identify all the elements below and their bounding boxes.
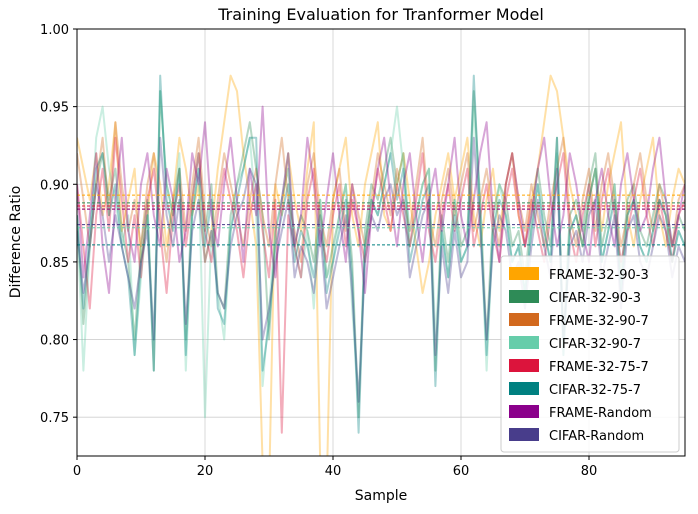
- legend: FRAME-32-90-3 CIFAR-32-90-3 FRAME-32-90-7 C…: [500, 255, 680, 453]
- legend-label: CIFAR-Random: [549, 429, 644, 444]
- legend-label: FRAME-32-75-7: [549, 360, 649, 375]
- series-line-frame-32-90-3: [77, 74, 685, 456]
- series-line-cifar-32-90-3: [77, 90, 685, 419]
- mean-lines: [77, 194, 685, 246]
- legend-swatch: [509, 382, 539, 395]
- series-line-cifar-random: [77, 136, 685, 403]
- legend-swatch: [509, 428, 539, 441]
- y-tick-label: 0.75: [40, 411, 69, 426]
- series-line-frame-random: [77, 105, 685, 294]
- series-line-frame-32-75-7: [77, 136, 685, 434]
- x-tick-label: 60: [453, 464, 470, 479]
- y-tick-label: 0.95: [40, 101, 69, 116]
- x-tick-label: 20: [197, 464, 214, 479]
- series-lines: [77, 74, 685, 456]
- legend-label: CIFAR-32-90-3: [549, 291, 641, 306]
- x-tick-label: 80: [581, 464, 598, 479]
- y-tick-label: 0.80: [40, 334, 69, 349]
- legend-swatch: [509, 336, 539, 349]
- x-axis-label: Sample: [355, 488, 408, 504]
- legend-swatch: [509, 405, 539, 418]
- y-tick-label: 0.90: [40, 178, 69, 193]
- legend-box: [500, 255, 680, 453]
- series-line-cifar-32-90-7: [77, 90, 685, 419]
- x-tick-label: 40: [325, 464, 342, 479]
- legend-swatch: [509, 290, 539, 303]
- y-tick-label: 1.00: [40, 23, 69, 38]
- legend-label: FRAME-32-90-7: [549, 314, 649, 329]
- x-axis: 0 20 40 60 80: [73, 456, 597, 479]
- y-axis-label: Difference Ratio: [8, 186, 24, 299]
- series-line-frame-32-90-7: [77, 121, 685, 263]
- plot-frame: [76, 28, 686, 457]
- legend-label: CIFAR-32-90-7: [549, 337, 641, 352]
- legend-label: FRAME-Random: [549, 406, 652, 421]
- chart-title: Training Evaluation for Tranformer Model: [217, 5, 544, 24]
- y-tick-label: 0.85: [40, 256, 69, 271]
- legend-swatch: [509, 359, 539, 372]
- legend-swatch: [509, 267, 539, 280]
- legend-label: FRAME-32-90-3: [549, 268, 649, 283]
- y-axis: 0.75 0.80 0.85 0.90 0.95 1.00: [40, 23, 77, 426]
- series-line-cifar-32-75-7: [77, 74, 685, 434]
- legend-swatch: [509, 313, 539, 326]
- x-tick-label: 0: [73, 464, 81, 479]
- legend-label: CIFAR-32-75-7: [549, 383, 641, 398]
